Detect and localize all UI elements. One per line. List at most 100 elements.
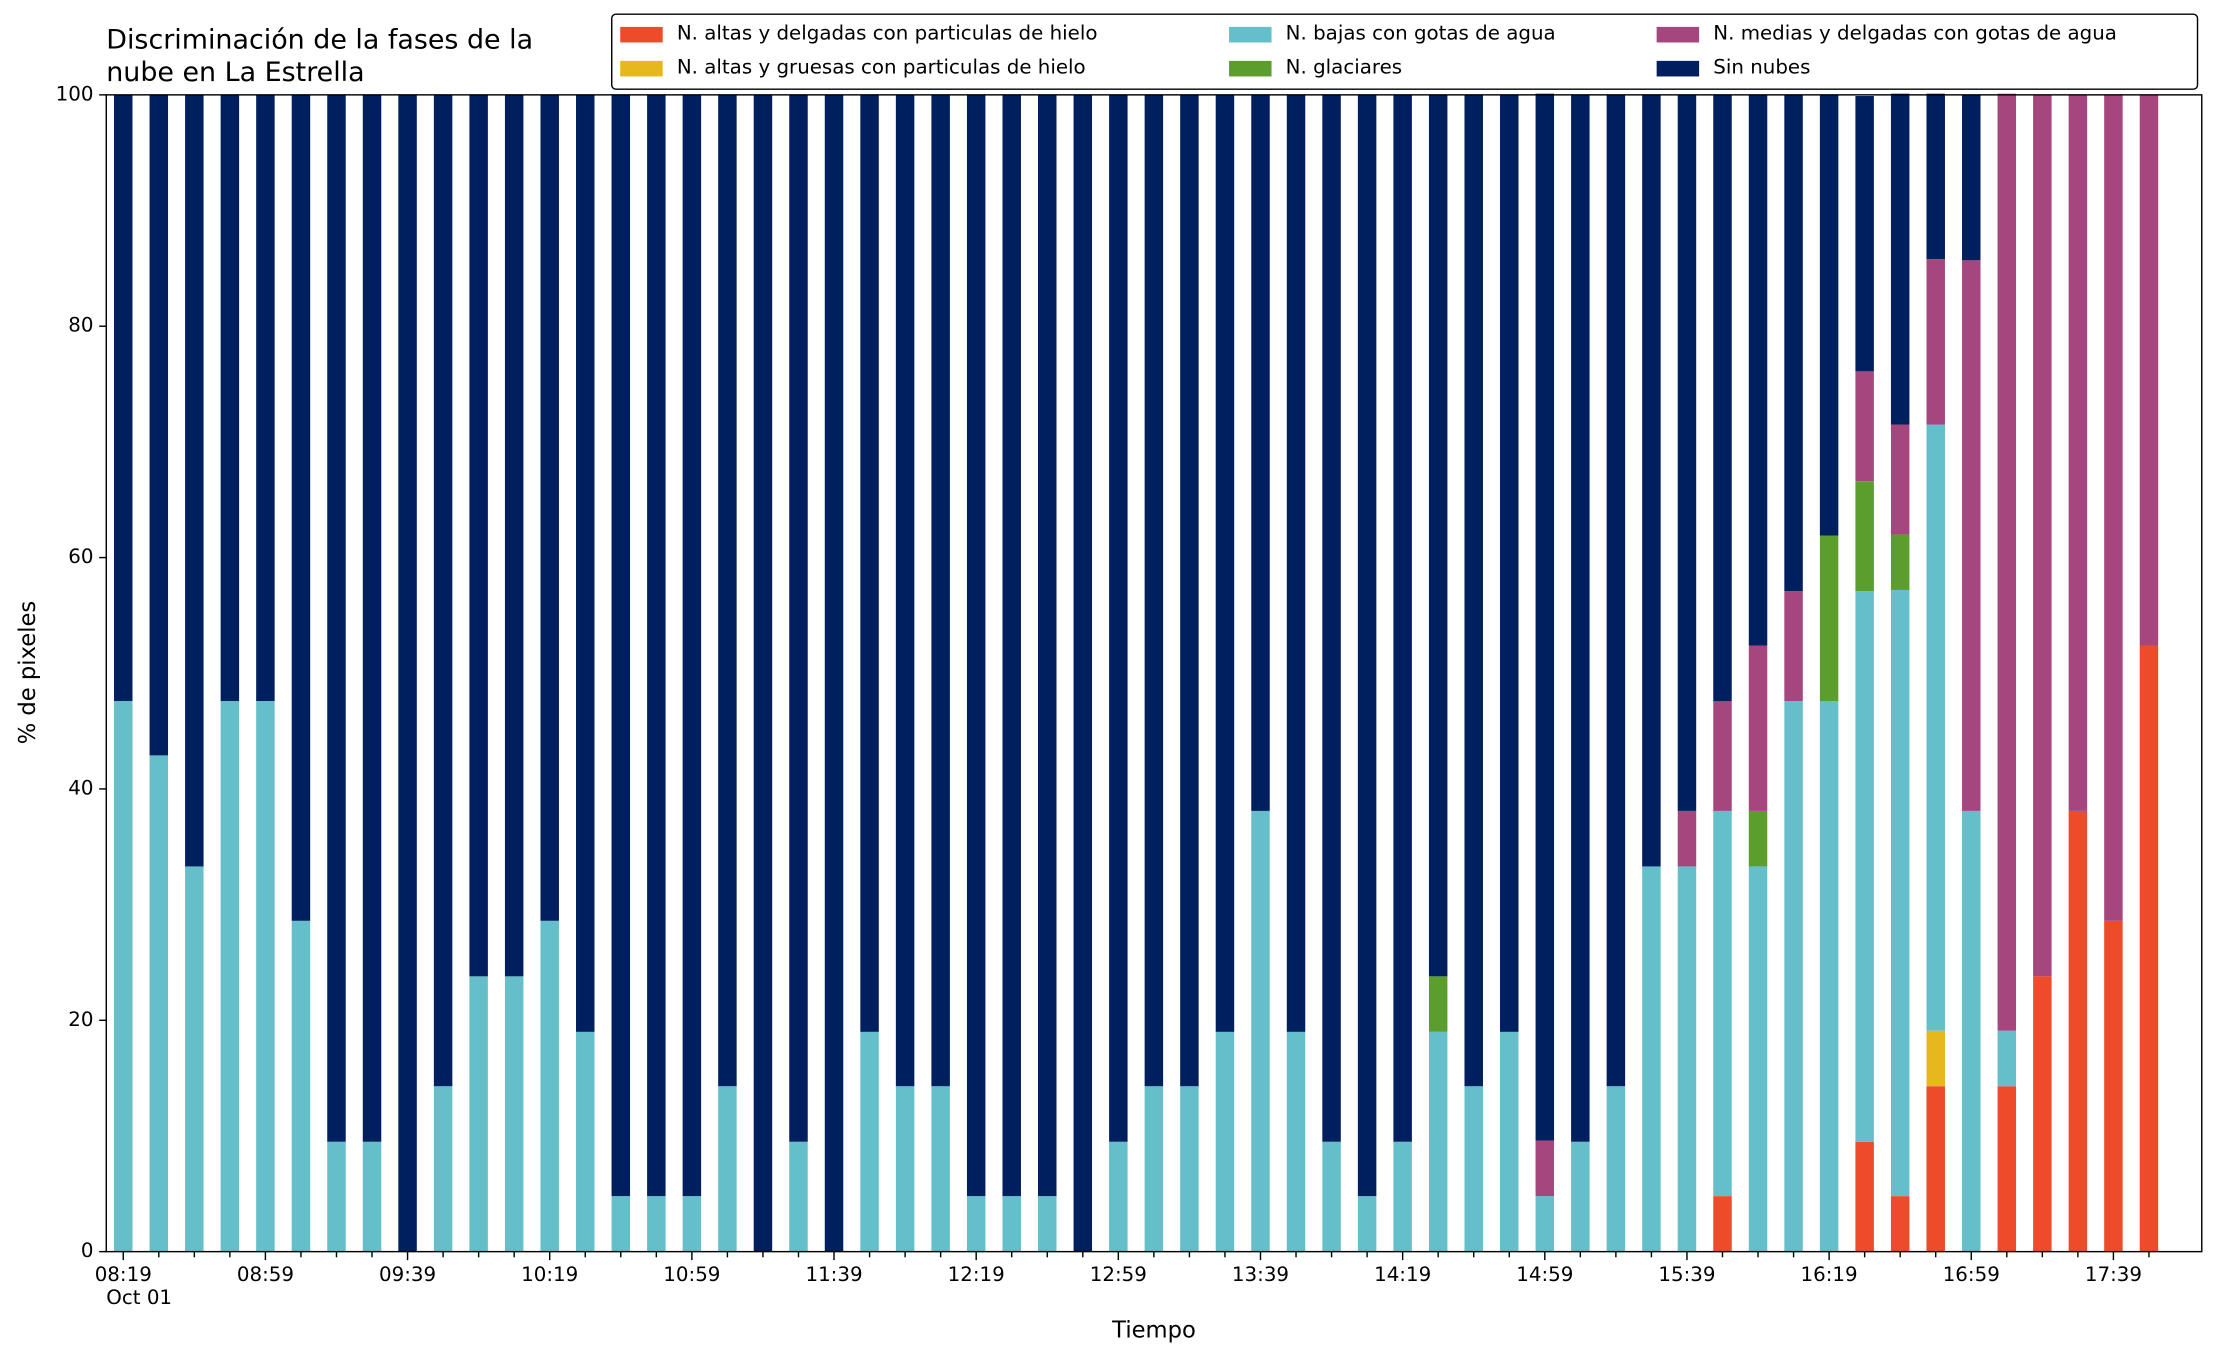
bar-segment: [1144, 1086, 1164, 1252]
bar-segment: [1500, 1031, 1519, 1252]
bar-segment: [1748, 810, 1768, 867]
legend-label: N. altas y delgadas con particulas de hi…: [677, 21, 1098, 44]
bar-segment: [362, 94, 382, 1142]
bar-segment: [1571, 1141, 1590, 1252]
legend-label: N. medias y delgadas con gotas de agua: [1713, 21, 2117, 44]
bar-segment: [2033, 976, 2052, 1252]
y-tick-label: 60: [68, 545, 93, 568]
bar-segment: [291, 920, 311, 1252]
legend-label: Sin nubes: [1713, 55, 1810, 78]
legend-label: N. glaciares: [1286, 55, 1402, 78]
bar-segment: [1393, 1141, 1412, 1252]
bar-segment: [1428, 976, 1448, 1032]
bar-segment: [718, 1086, 737, 1252]
bar-segment: [1997, 1086, 2017, 1252]
y-tick-label: 100: [56, 82, 94, 105]
bar-segment: [931, 94, 950, 1087]
bar-segment: [1855, 96, 1874, 372]
bar-segment: [1500, 94, 1519, 1032]
bar-segment: [1038, 94, 1057, 1197]
bar-segment: [576, 94, 595, 1032]
bar-segment: [611, 1196, 631, 1252]
bar-segment: [1713, 94, 1732, 702]
bar-segment: [1642, 94, 1661, 867]
bar-segment: [1180, 94, 1199, 1087]
bar-segment: [1357, 94, 1377, 1197]
bar-segment: [2104, 94, 2123, 921]
bar-segment: [1819, 535, 1839, 702]
legend-swatch: [1656, 26, 1700, 43]
legend-swatch: [620, 26, 663, 43]
bar-segment: [504, 94, 524, 977]
bar-segment: [469, 94, 488, 977]
bar-segment: [1322, 94, 1341, 1142]
bar-segment: [2139, 645, 2159, 1252]
bar-segment: [1215, 94, 1235, 1032]
legend-swatch: [1229, 60, 1272, 77]
bar-segment: [149, 755, 169, 1252]
bar-segment: [1535, 93, 1555, 1141]
bar-segment: [185, 94, 204, 867]
chart-title: nube en La Estrella: [106, 57, 364, 88]
bar-segment: [1677, 94, 1697, 811]
x-tick-label: 14:19: [1374, 1263, 1431, 1286]
bar-segment: [1073, 94, 1093, 1252]
x-axis-label: Tiempo: [1111, 1317, 1196, 1343]
bar-segment: [1890, 93, 1910, 425]
bar-segment: [1322, 1141, 1341, 1252]
bar-segment: [1180, 1086, 1199, 1252]
bar-segment: [1535, 1140, 1555, 1197]
y-tick-label: 80: [68, 314, 93, 337]
bar-segment: [1926, 1086, 1945, 1252]
bar-segment: [504, 976, 524, 1252]
x-tick-label: 12:59: [1090, 1263, 1147, 1286]
bar-segment: [895, 1086, 915, 1252]
bar-segment: [1002, 1196, 1021, 1252]
bar-segment: [469, 976, 488, 1252]
x-tick-label: 10:19: [521, 1263, 578, 1286]
bar-segment: [1393, 94, 1412, 1142]
x-tick-label: 09:39: [379, 1263, 436, 1286]
bar-segment: [1286, 1031, 1306, 1252]
bar-segment: [1677, 866, 1697, 1252]
bar-segment: [682, 94, 702, 1197]
bar-segment: [1784, 701, 1803, 1252]
x-tick-label: 17:39: [2085, 1263, 2142, 1286]
bar-segment: [1215, 1031, 1235, 1252]
bar-segment: [966, 1196, 986, 1252]
bar-segment: [1784, 94, 1803, 592]
bar-segment: [2104, 920, 2123, 1252]
bar-segment: [576, 1031, 595, 1252]
bar-segment: [220, 701, 240, 1252]
bar-segment: [1997, 1030, 2017, 1087]
x-tick-label: 15:39: [1658, 1263, 1715, 1286]
bar-segment: [1819, 701, 1839, 1252]
bar-segment: [1855, 481, 1874, 592]
bar-segment: [1855, 591, 1874, 1142]
y-tick-label: 40: [68, 776, 93, 799]
bar-segment: [753, 94, 773, 1252]
bar-segment: [1926, 1030, 1945, 1087]
bar-segment: [1606, 1086, 1626, 1252]
bar-segment: [1890, 1196, 1910, 1252]
bar-segment: [2139, 94, 2159, 646]
bar-segment: [718, 94, 737, 1087]
bar-segment: [1962, 260, 1981, 811]
bar-segment: [185, 866, 204, 1252]
bar-segment: [1038, 1196, 1057, 1252]
bar-segment: [1855, 371, 1874, 482]
bar-segment: [2033, 94, 2052, 977]
legend-box: [611, 13, 2199, 90]
bar-segment: [931, 1086, 950, 1252]
bar-segment: [647, 94, 666, 1197]
bar-segment: [1962, 810, 1981, 1252]
bar-segment: [682, 1196, 702, 1252]
bar-segment: [1926, 259, 1945, 425]
bar-segment: [1251, 810, 1270, 1252]
bar-segment: [256, 701, 275, 1252]
bar-segment: [1677, 810, 1697, 867]
bar-segment: [895, 94, 915, 1087]
y-tick-label: 20: [68, 1008, 93, 1031]
x-tick-label: 13:39: [1232, 1263, 1289, 1286]
